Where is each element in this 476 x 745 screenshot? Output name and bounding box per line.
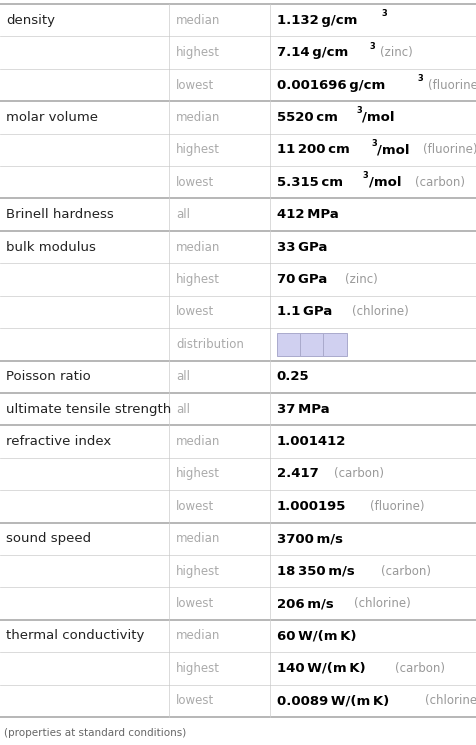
Text: 1.000195: 1.000195 — [276, 500, 345, 513]
Text: Poisson ratio: Poisson ratio — [6, 370, 90, 383]
Text: 70 GPa: 70 GPa — [276, 273, 326, 286]
Text: lowest: lowest — [176, 500, 214, 513]
Text: thermal conductivity: thermal conductivity — [6, 630, 144, 642]
Text: 0.001696 g/cm: 0.001696 g/cm — [276, 78, 384, 92]
Text: highest: highest — [176, 273, 220, 286]
Text: refractive index: refractive index — [6, 435, 111, 448]
Text: 7.14 g/cm: 7.14 g/cm — [276, 46, 347, 59]
Text: (chlorine): (chlorine) — [425, 694, 476, 707]
Text: median: median — [176, 241, 220, 253]
Text: (zinc): (zinc) — [380, 46, 412, 59]
Bar — [299, 333, 323, 355]
Text: median: median — [176, 435, 220, 448]
Text: density: density — [6, 13, 55, 27]
Text: 3: 3 — [416, 74, 422, 83]
Text: /mol: /mol — [368, 176, 400, 188]
Text: 206 m/s: 206 m/s — [276, 597, 333, 610]
Text: lowest: lowest — [176, 78, 214, 92]
Text: all: all — [176, 370, 190, 383]
Text: sound speed: sound speed — [6, 532, 91, 545]
Text: 37 MPa: 37 MPa — [276, 402, 328, 416]
Text: 0.25: 0.25 — [276, 370, 308, 383]
Text: 3: 3 — [380, 9, 386, 18]
Text: highest: highest — [176, 565, 220, 577]
Text: 1.132 g/cm: 1.132 g/cm — [276, 13, 356, 27]
Text: (carbon): (carbon) — [394, 662, 444, 675]
Text: (fluorine): (fluorine) — [369, 500, 424, 513]
Text: median: median — [176, 111, 220, 124]
Text: (chlorine): (chlorine) — [353, 597, 410, 610]
Bar — [276, 333, 299, 355]
Bar — [323, 333, 346, 355]
Text: median: median — [176, 13, 220, 27]
Text: (carbon): (carbon) — [334, 467, 384, 481]
Text: highest: highest — [176, 662, 220, 675]
Text: 2.417: 2.417 — [276, 467, 317, 481]
Text: median: median — [176, 532, 220, 545]
Text: 33 GPa: 33 GPa — [276, 241, 326, 253]
Text: 60 W/(m K): 60 W/(m K) — [276, 630, 355, 642]
Text: lowest: lowest — [176, 597, 214, 610]
Text: 140 W/(m K): 140 W/(m K) — [276, 662, 364, 675]
Text: 5520 cm: 5520 cm — [276, 111, 337, 124]
Text: 1.001412: 1.001412 — [276, 435, 345, 448]
Text: (zinc): (zinc) — [345, 273, 377, 286]
Text: bulk modulus: bulk modulus — [6, 241, 96, 253]
Text: median: median — [176, 630, 220, 642]
Text: 0.0089 W/(m K): 0.0089 W/(m K) — [276, 694, 388, 707]
Text: 1.1 GPa: 1.1 GPa — [276, 305, 331, 318]
Text: 412 MPa: 412 MPa — [276, 208, 337, 221]
Text: lowest: lowest — [176, 305, 214, 318]
Text: highest: highest — [176, 467, 220, 481]
Text: lowest: lowest — [176, 176, 214, 188]
Text: (carbon): (carbon) — [414, 176, 464, 188]
Text: /mol: /mol — [377, 143, 409, 156]
Text: all: all — [176, 208, 190, 221]
Text: 11 200 cm: 11 200 cm — [276, 143, 348, 156]
Text: 3: 3 — [369, 42, 375, 51]
Text: Brinell hardness: Brinell hardness — [6, 208, 113, 221]
Text: 3700 m/s: 3700 m/s — [276, 532, 342, 545]
Text: 5.315 cm: 5.315 cm — [276, 176, 342, 188]
Text: highest: highest — [176, 46, 220, 59]
Text: lowest: lowest — [176, 694, 214, 707]
Text: (fluorine): (fluorine) — [427, 78, 476, 92]
Text: (properties at standard conditions): (properties at standard conditions) — [4, 728, 186, 738]
Text: /mol: /mol — [361, 111, 394, 124]
Text: 18 350 m/s: 18 350 m/s — [276, 565, 354, 577]
Text: molar volume: molar volume — [6, 111, 98, 124]
Text: distribution: distribution — [176, 337, 244, 351]
Text: 3: 3 — [371, 139, 377, 148]
Text: (fluorine): (fluorine) — [422, 143, 476, 156]
Text: (chlorine): (chlorine) — [351, 305, 407, 318]
Text: all: all — [176, 402, 190, 416]
Text: ultimate tensile strength: ultimate tensile strength — [6, 402, 171, 416]
Text: 3: 3 — [362, 171, 367, 180]
Text: highest: highest — [176, 143, 220, 156]
Text: 3: 3 — [355, 107, 361, 115]
Text: (carbon): (carbon) — [380, 565, 430, 577]
